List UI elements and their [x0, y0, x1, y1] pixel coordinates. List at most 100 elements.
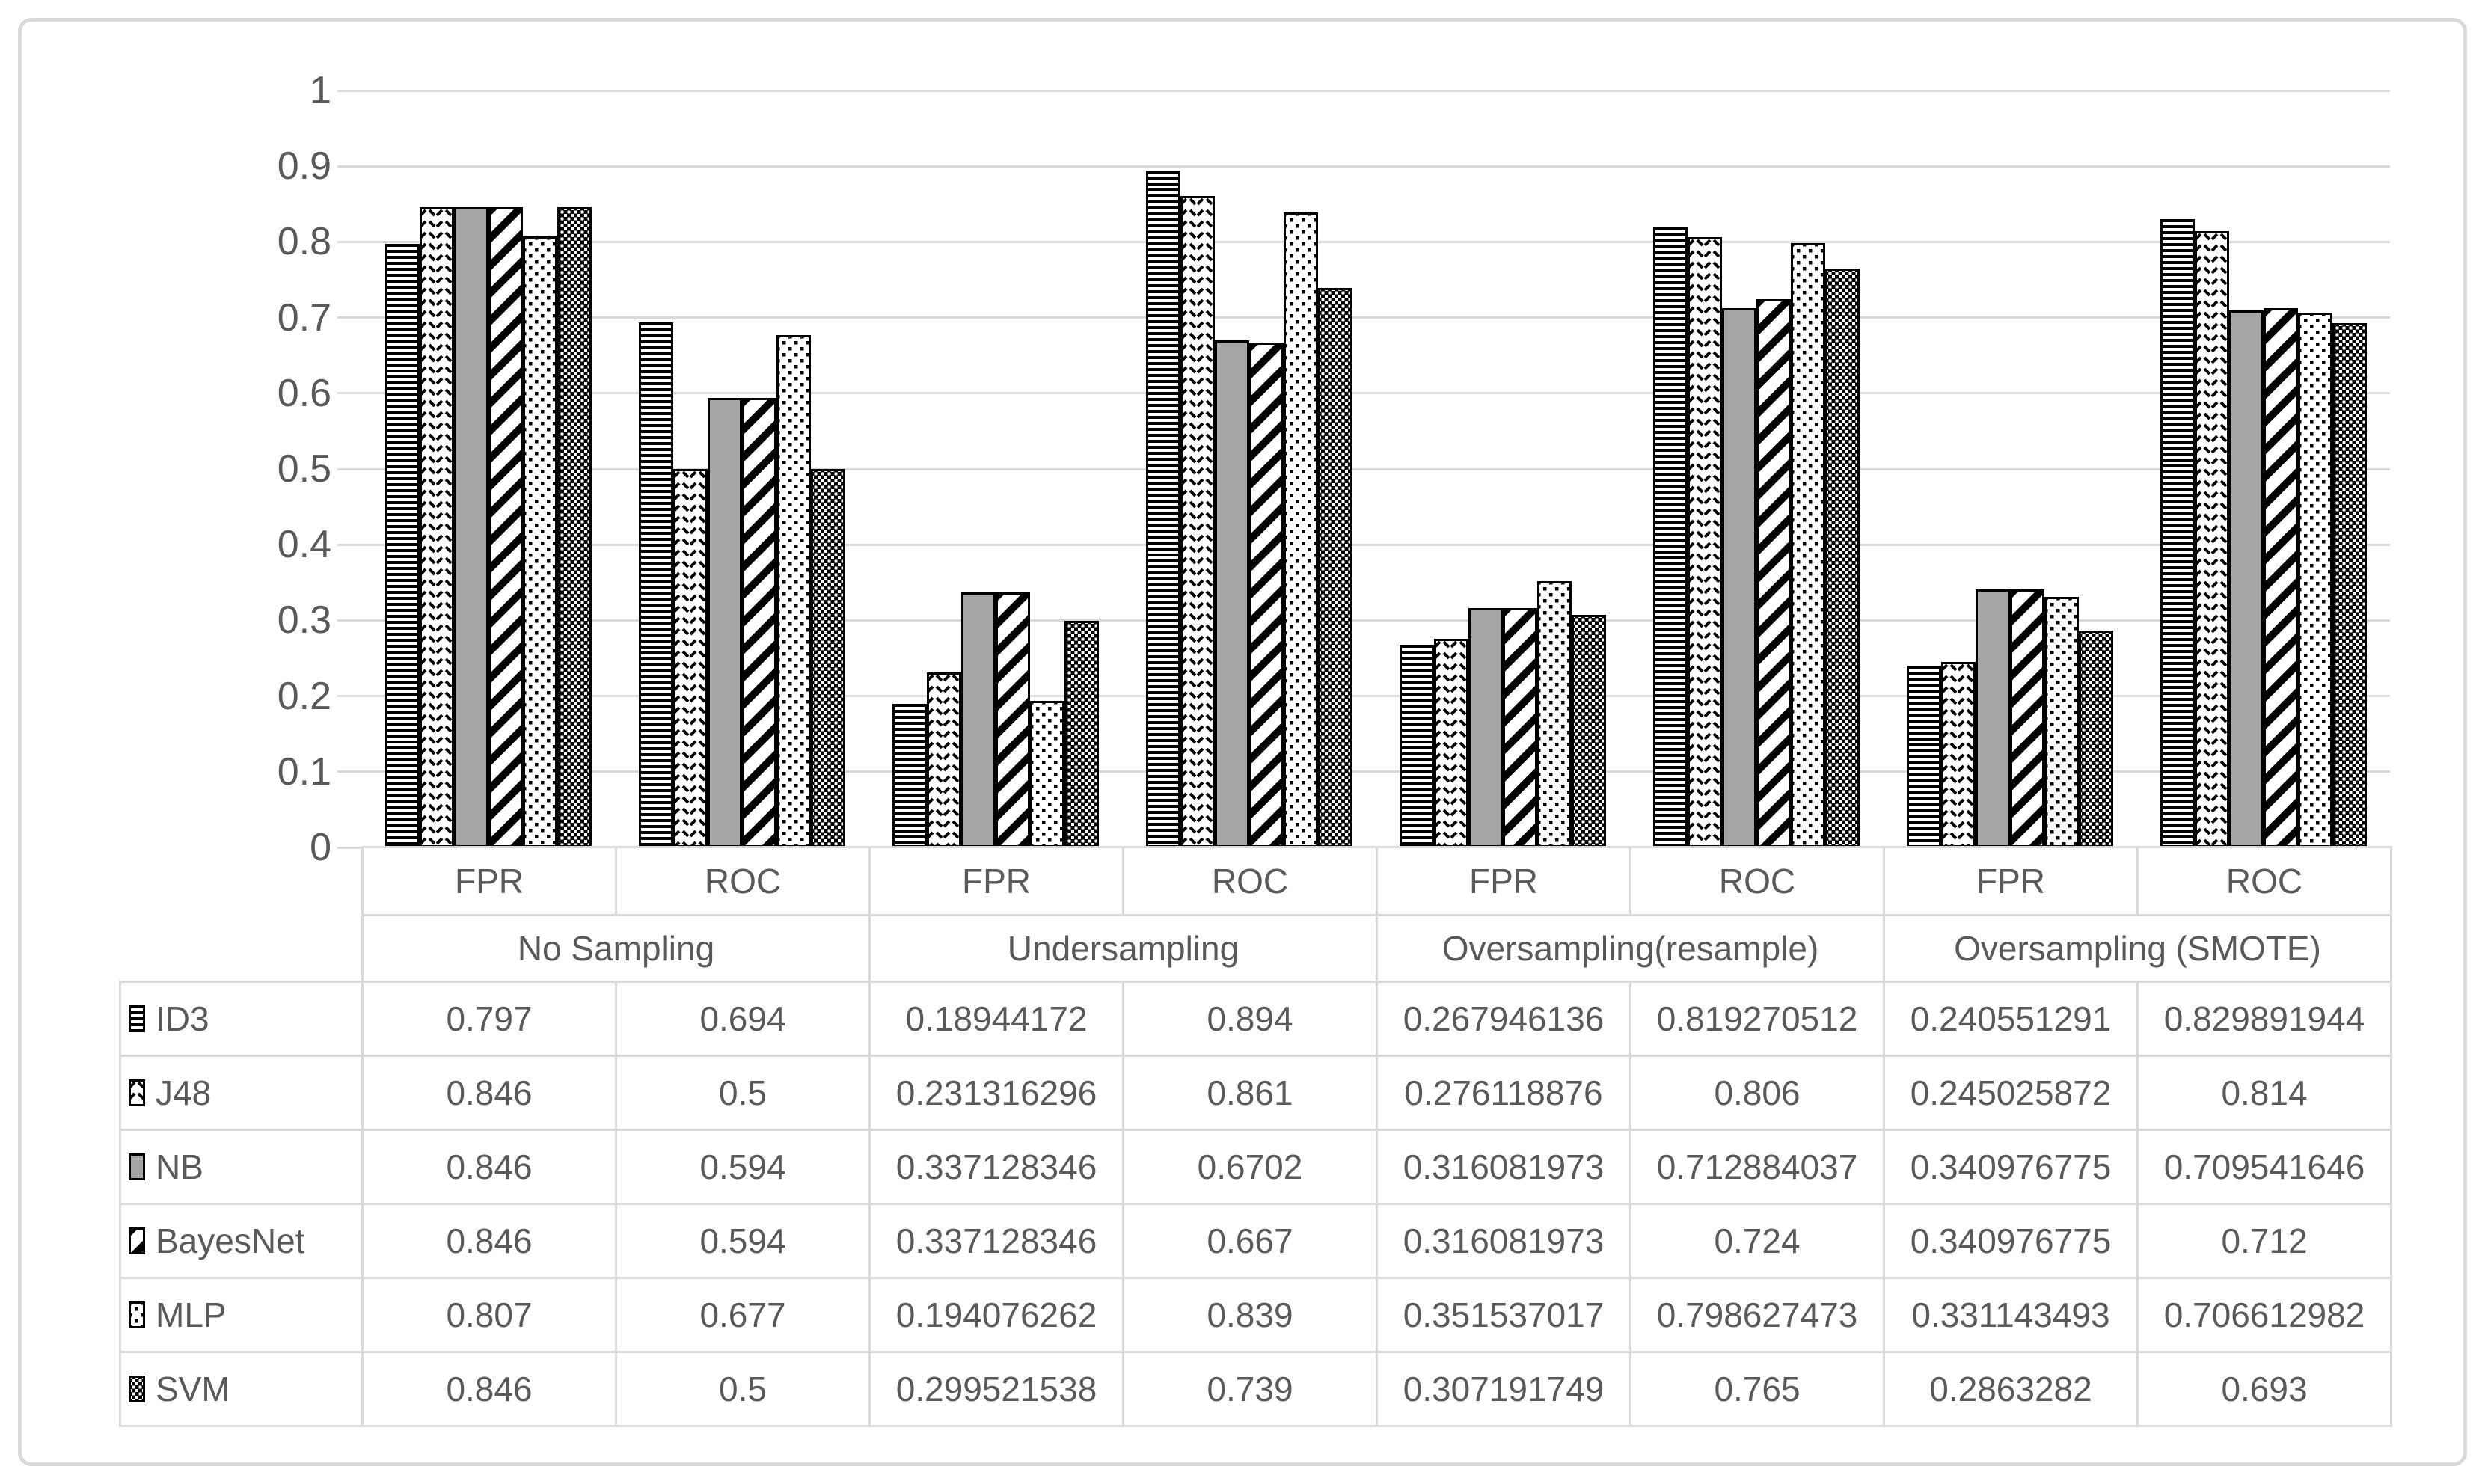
bar-id3-0	[384, 244, 420, 847]
series-label-cell: MLP	[119, 1277, 364, 1353]
y-axis-label: 0.5	[277, 447, 331, 491]
metric-header-cell: ROC	[2136, 846, 2392, 916]
value-cell: 0.245025872	[1883, 1055, 2139, 1131]
bar-id3-2	[892, 704, 927, 847]
legend-key-id3-icon	[129, 1005, 145, 1032]
series-label: ID3	[123, 999, 361, 1039]
data-table: FPR ROC FPR ROC FPR ROC FPR ROC No Sampling Under…	[119, 846, 2392, 1427]
bar-id3-4	[1399, 645, 1434, 847]
bar-nb-5	[1721, 308, 1756, 847]
bar-mlp-4	[1536, 581, 1572, 847]
chart-outer-border	[18, 18, 2467, 1466]
series-label: NB	[123, 1147, 361, 1187]
value-cell: 0.316081973	[1376, 1203, 1631, 1279]
value-cell: 0.894	[1122, 981, 1378, 1057]
series-name: ID3	[156, 999, 209, 1038]
y-axis-label: 0.2	[277, 674, 331, 718]
group-header-cell: Oversampling(resample)	[1376, 914, 1885, 983]
gridline	[361, 695, 2390, 698]
bar-j48-5	[1687, 237, 1722, 847]
value-cell: 0.6702	[1122, 1129, 1378, 1205]
gridline	[361, 392, 2390, 395]
value-cell: 0.340976775	[1883, 1129, 2139, 1205]
series-name: NB	[156, 1147, 203, 1186]
value-cell: 0.693	[2136, 1351, 2392, 1427]
series-label-cell: NB	[119, 1129, 364, 1205]
y-axis-label: 0.8	[277, 220, 331, 264]
value-cell: 0.677	[615, 1277, 871, 1353]
value-cell: 0.307191749	[1376, 1351, 1631, 1427]
value-cell: 0.846	[361, 1351, 617, 1427]
value-cell: 0.340976775	[1883, 1203, 2139, 1279]
bar-bayesnet-6	[2009, 589, 2044, 847]
value-cell: 0.798627473	[1629, 1277, 1885, 1353]
bar-bayesnet-1	[741, 398, 776, 847]
bar-nb-1	[707, 398, 742, 847]
y-axis-label: 0.9	[277, 144, 331, 188]
value-cell: 0.806	[1629, 1055, 1885, 1131]
value-cell: 0.814	[2136, 1055, 2392, 1131]
bar-svm-6	[2078, 631, 2113, 847]
bar-bayesnet-2	[995, 592, 1030, 847]
series-label-cell: BayesNet	[119, 1203, 364, 1279]
value-cell: 0.712884037	[1629, 1129, 1885, 1205]
value-cell: 0.316081973	[1376, 1129, 1631, 1205]
metric-header-cell: ROC	[1629, 846, 1885, 916]
bar-id3-5	[1652, 227, 1688, 847]
bar-nb-6	[1975, 589, 2010, 847]
value-cell: 0.194076262	[868, 1277, 1124, 1353]
bar-svm-5	[1824, 269, 1860, 847]
series-label-cell: J48	[119, 1055, 364, 1131]
y-axis-label: 0.4	[277, 523, 331, 567]
series-name: J48	[156, 1073, 212, 1112]
bar-j48-3	[1180, 196, 1215, 847]
y-axis-tick	[337, 619, 361, 622]
metric-header-cell: FPR	[1883, 846, 2139, 916]
series-name: MLP	[156, 1296, 227, 1334]
series-label-cell: SVM	[119, 1351, 364, 1427]
value-cell: 0.299521538	[868, 1351, 1124, 1427]
value-cell: 0.276118876	[1376, 1055, 1631, 1131]
value-cell: 0.712	[2136, 1203, 2392, 1279]
value-cell: 0.846	[361, 1055, 617, 1131]
bar-id3-3	[1145, 171, 1180, 847]
value-cell: 0.5	[615, 1351, 871, 1427]
value-cell: 0.765	[1629, 1351, 1885, 1427]
bar-id3-7	[2160, 219, 2195, 847]
value-cell: 0.807	[361, 1277, 617, 1353]
value-cell: 0.839	[1122, 1277, 1378, 1353]
metric-header-cell: FPR	[1376, 846, 1631, 916]
bar-nb-4	[1468, 608, 1503, 847]
gridline	[361, 165, 2390, 168]
legend-key-nb-icon	[129, 1153, 145, 1180]
series-label: J48	[123, 1073, 361, 1113]
value-cell: 0.706612982	[2136, 1277, 2392, 1353]
value-cell: 0.846	[361, 1129, 617, 1205]
bar-bayesnet-7	[2263, 308, 2298, 847]
bar-mlp-3	[1283, 212, 1318, 847]
axis-corner-blank	[120, 847, 363, 916]
value-cell: 0.819270512	[1629, 981, 1885, 1057]
y-axis-tick	[337, 89, 361, 92]
bar-mlp-0	[522, 236, 557, 847]
bar-svm-1	[810, 469, 845, 847]
value-cell: 0.18944172	[868, 981, 1124, 1057]
value-cell: 0.829891944	[2136, 981, 2392, 1057]
y-axis-tick	[337, 316, 361, 319]
bar-nb-3	[1214, 340, 1249, 847]
axis-corner-blank	[120, 916, 363, 982]
value-cell: 0.739	[1122, 1351, 1378, 1427]
y-axis-label: 0	[310, 826, 331, 869]
bar-j48-6	[1940, 662, 1976, 847]
legend-key-bayesnet-icon	[129, 1227, 145, 1254]
bar-nb-0	[453, 207, 488, 847]
bar-j48-7	[2194, 231, 2229, 847]
value-cell: 0.2863282	[1883, 1351, 2139, 1427]
value-cell: 0.5	[615, 1055, 871, 1131]
value-cell: 0.797	[361, 981, 617, 1057]
bar-j48-4	[1433, 639, 1468, 847]
y-axis-tick	[337, 240, 361, 243]
value-cell: 0.724	[1629, 1203, 1885, 1279]
bar-svm-4	[1571, 615, 1606, 847]
